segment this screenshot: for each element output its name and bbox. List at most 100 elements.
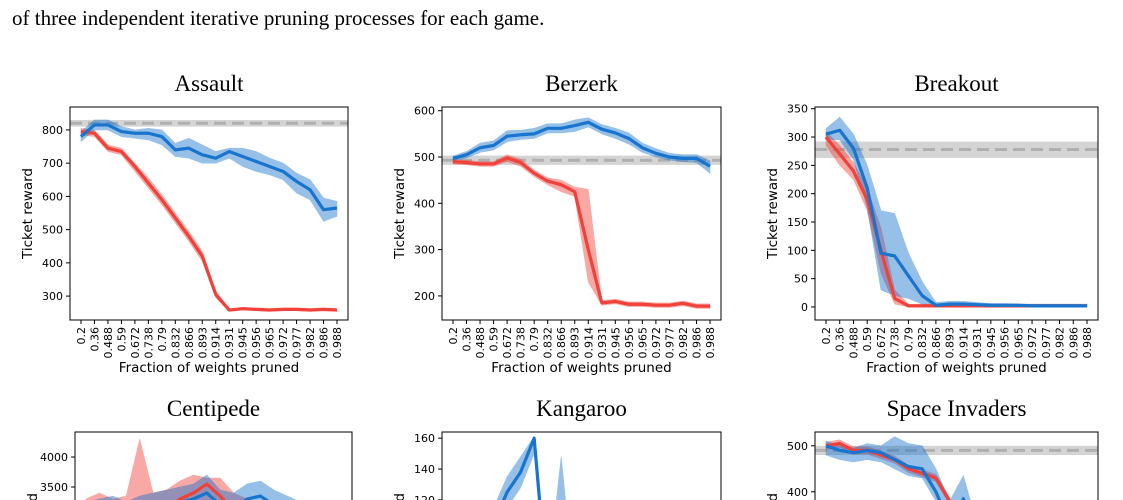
- x-tick-label: 0.893: [569, 327, 582, 359]
- x-tick-label: 0.672: [129, 327, 142, 359]
- plot-inner: [85, 438, 297, 500]
- y-tick-label: 600: [42, 190, 63, 203]
- x-tick-label: 0.972: [650, 327, 663, 359]
- mean-line: [175, 482, 226, 500]
- plot-inner: [442, 117, 721, 309]
- x-tick-label: 0.931: [223, 327, 236, 359]
- x-tick-label: 0.965: [1012, 327, 1025, 359]
- chart-title: Centipede: [167, 396, 260, 421]
- y-axis-label: Ticket reward: [765, 168, 781, 260]
- y-tick-label: 500: [42, 224, 63, 237]
- y-tick-label: 350: [787, 103, 808, 116]
- x-tick-label: 0.832: [169, 327, 182, 359]
- y-axis-label: Ticket reward: [392, 168, 408, 260]
- mean-line: [501, 436, 542, 500]
- x-tick-label: 0.982: [1054, 327, 1067, 359]
- y-tick-label: 200: [414, 290, 435, 303]
- plot-inner: [815, 116, 1098, 308]
- y-tick-label: 50: [794, 273, 808, 286]
- x-tick-label: 0.988: [331, 327, 344, 359]
- x-tick-label: 0.931: [971, 327, 984, 359]
- x-tick-label: 0.977: [1040, 327, 1053, 359]
- x-tick-label: 0.931: [596, 327, 609, 359]
- x-tick-label: 0.986: [1067, 327, 1080, 359]
- x-tick-label: 0.2: [820, 327, 833, 345]
- y-tick-label: 200: [787, 188, 808, 201]
- x-tick-label: 0.972: [1026, 327, 1039, 359]
- x-tick-label: 0.488: [474, 327, 487, 359]
- axes-frame: [74, 431, 353, 500]
- x-tick-label: 0.738: [515, 327, 528, 359]
- y-tick-label: 300: [414, 244, 435, 257]
- x-tick-label: 0.893: [944, 327, 957, 359]
- plot-area: 4005000.20.360.4880.590.6720.7380.790.83…: [765, 396, 1099, 500]
- x-tick-label: 0.79: [902, 327, 915, 352]
- mean-line: [80, 130, 338, 312]
- y-axis-label: Ticket reward: [392, 493, 408, 500]
- y-tick-label: 250: [787, 159, 808, 172]
- y-tick-label: 3500: [40, 481, 68, 494]
- x-tick-label: 0.977: [291, 327, 304, 359]
- y-tick-label: 700: [42, 157, 63, 170]
- x-tick-label: 0.79: [528, 327, 541, 352]
- y-tick-label: 600: [414, 105, 435, 118]
- x-tick-label: 0.965: [264, 327, 277, 359]
- chart-title: Assault: [175, 71, 245, 96]
- spread-band: [93, 474, 297, 500]
- y-tick-label: 160: [414, 432, 435, 445]
- baseline-band: [442, 155, 721, 165]
- plot-inner: [496, 435, 566, 500]
- y-axis-label: Ticket reward: [20, 168, 36, 260]
- y-tick-label: 100: [787, 244, 808, 257]
- mean-line: [452, 156, 710, 308]
- y-tick-label: 400: [42, 257, 63, 270]
- x-tick-label: 0.988: [704, 327, 717, 359]
- x-tick-label: 0.945: [237, 327, 250, 359]
- spread-band: [496, 435, 566, 500]
- baseline-band: [70, 119, 348, 127]
- x-tick-label: 0.672: [501, 327, 514, 359]
- x-tick-label: 0.738: [889, 327, 902, 359]
- chart-title: Space Invaders: [887, 396, 1027, 421]
- plot-area: 0 50 100 150 200 250 300 350 0.2 0.36 0.488 0.59 0.6…: [765, 71, 1099, 376]
- y-tick-label: 0: [801, 301, 808, 314]
- x-tick-label: 0.2: [447, 327, 460, 345]
- x-tick-label: 0.2: [75, 327, 88, 345]
- x-tick-label: 0.488: [102, 327, 115, 359]
- mean-line: [825, 128, 1087, 308]
- x-tick-label: 0.945: [985, 327, 998, 359]
- x-tick-label: 0.956: [623, 327, 636, 359]
- x-tick-label: 0.965: [636, 327, 649, 359]
- chart-title: Berzerk: [545, 71, 618, 96]
- x-tick-label: 0.866: [183, 327, 196, 359]
- spread-band: [452, 117, 711, 174]
- x-tick-label: 0.59: [115, 327, 128, 352]
- x-tick-label: 0.36: [88, 327, 101, 352]
- x-tick-label: 0.738: [142, 327, 155, 359]
- spread-band: [452, 154, 711, 309]
- x-tick-label: 0.986: [318, 327, 331, 359]
- x-tick-label: 0.956: [999, 327, 1012, 359]
- axes-frame: [441, 106, 722, 321]
- plot-inner: [70, 119, 348, 312]
- y-tick-label: 300: [42, 290, 63, 303]
- y-tick-label: 4000: [40, 451, 68, 464]
- x-tick-label: 0.982: [677, 327, 690, 359]
- y-axis-label: Ticket reward: [765, 493, 781, 500]
- x-tick-label: 0.956: [250, 327, 263, 359]
- x-tick-label: 0.988: [1081, 327, 1094, 359]
- axes-frame: [814, 106, 1099, 321]
- y-tick-label: 800: [42, 124, 63, 137]
- x-tick-label: 0.79: [156, 327, 169, 352]
- x-tick-label: 0.986: [690, 327, 703, 359]
- x-tick-label: 0.945: [609, 327, 622, 359]
- x-axis-label: Fraction of weights pruned: [866, 360, 1046, 376]
- y-tick-label: 400: [414, 197, 435, 210]
- x-tick-label: 0.36: [834, 327, 847, 352]
- y-tick-label: 500: [414, 151, 435, 164]
- x-tick-label: 0.36: [461, 327, 474, 352]
- axes-frame: [814, 431, 1099, 500]
- x-tick-label: 0.59: [488, 327, 501, 352]
